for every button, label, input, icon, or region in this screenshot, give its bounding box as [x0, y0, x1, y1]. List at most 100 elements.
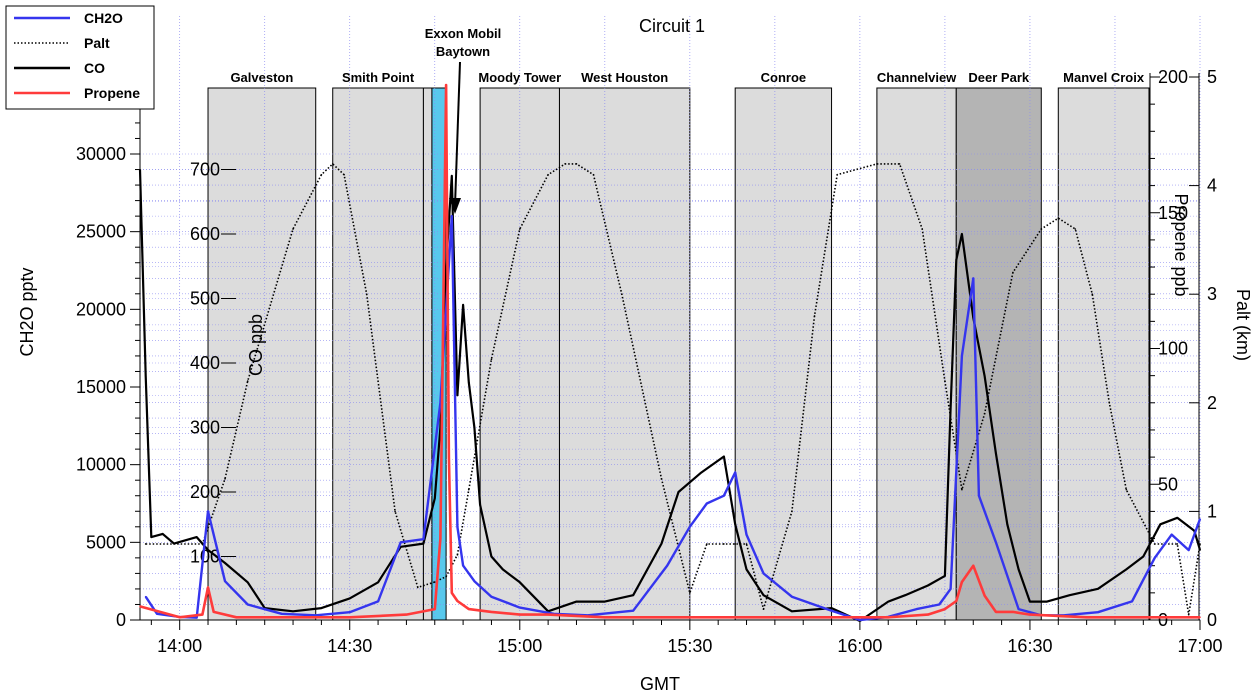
palt-tick-label-3: 3 — [1207, 284, 1217, 304]
palt-tick-label-2: 2 — [1207, 393, 1217, 413]
data-point-co — [762, 594, 765, 596]
data-point-propene — [604, 616, 606, 619]
data-point-palt — [331, 163, 334, 165]
data-point-co — [995, 452, 997, 455]
data-point-co — [377, 581, 379, 584]
data-point-ch2o — [473, 580, 476, 582]
data-point-co — [700, 471, 702, 474]
data-point-palt — [1057, 217, 1060, 219]
annotation-line-2: Baytown — [436, 44, 490, 59]
data-point-palt — [445, 575, 447, 578]
x-tick-label-16-00: 16:00 — [837, 636, 882, 656]
data-point-ch2o — [706, 502, 708, 505]
data-point-propene — [1199, 616, 1201, 619]
data-point-palt — [706, 543, 708, 545]
data-point-ch2o — [462, 564, 464, 567]
data-point-ch2o — [632, 609, 634, 612]
data-point-palt — [224, 478, 226, 480]
data-point-propene — [660, 616, 663, 619]
ch2o-tick-label-25000: 25000 — [76, 222, 126, 242]
data-point-palt — [734, 543, 736, 545]
data-point-co — [422, 542, 425, 545]
data-point-co — [246, 581, 249, 584]
data-point-co — [830, 607, 833, 609]
data-point-palt — [836, 173, 839, 176]
annotation-arrowhead — [449, 198, 461, 214]
data-point-ch2o — [830, 609, 833, 612]
data-point-co — [723, 455, 725, 458]
data-point-ch2o — [762, 572, 765, 575]
legend-label-propene: Propene — [84, 85, 140, 101]
data-point-propene — [433, 608, 436, 610]
data-point-propene — [201, 613, 204, 616]
data-point-propene — [830, 616, 833, 619]
data-point-co — [734, 523, 736, 526]
data-point-ch2o — [791, 595, 793, 598]
co-tick-label-200: 200 — [190, 482, 220, 502]
data-point-co — [490, 555, 493, 558]
data-point-propene — [927, 613, 929, 616]
legend-label-ch2o: CH2O — [84, 10, 123, 26]
data-point-co — [904, 594, 907, 596]
data-point-palt — [813, 315, 816, 317]
data-point-palt — [1125, 488, 1128, 491]
data-point-ch2o — [348, 611, 351, 614]
data-point-propene — [961, 581, 963, 583]
data-point-ch2o — [1153, 557, 1156, 559]
data-point-propene — [450, 592, 453, 594]
data-point-co — [677, 491, 680, 493]
data-point-palt — [745, 543, 748, 545]
data-point-propene — [955, 600, 958, 602]
data-point-co — [139, 168, 141, 171]
data-point-co — [1199, 549, 1201, 551]
data-point-palt — [416, 586, 419, 589]
data-point-palt — [983, 412, 986, 415]
data-point-propene — [1029, 613, 1031, 616]
data-point-propene — [292, 616, 294, 619]
data-point-co — [456, 394, 459, 397]
data-point-palt — [518, 228, 521, 230]
x-axis-title: GMT — [640, 674, 680, 694]
data-point-palt — [660, 478, 663, 480]
axes-layer: 14:00 14:30 15:00 15:30 16:00 16:30 17:0005000… — [76, 16, 1223, 656]
data-point-palt — [762, 608, 765, 610]
data-point-co — [161, 533, 164, 535]
ch2o-tick-label-15000: 15000 — [76, 377, 126, 397]
data-point-propene — [717, 616, 719, 619]
data-point-propene — [467, 608, 470, 610]
data-point-palt — [246, 380, 249, 382]
data-point-ch2o — [1131, 600, 1133, 603]
data-point-ch2o — [972, 277, 975, 280]
data-point-propene — [235, 616, 238, 619]
data-point-ch2o — [399, 541, 402, 544]
data-point-co — [1068, 594, 1071, 596]
region-label-deer-park: Deer Park — [968, 70, 1029, 85]
x-tick-label-14-30: 14:30 — [327, 636, 372, 656]
data-point-ch2o — [207, 510, 209, 513]
region-label-west-houston: West Houston — [581, 70, 668, 85]
data-point-ch2o — [456, 526, 459, 528]
data-point-co — [1029, 600, 1031, 603]
data-point-palt — [1108, 402, 1111, 404]
data-point-ch2o — [859, 619, 861, 621]
data-point-propene — [448, 456, 450, 458]
co-axis-title: CO ppb — [246, 314, 266, 376]
data-point-co — [467, 381, 470, 384]
data-point-palt — [1176, 543, 1179, 545]
data-point-co — [604, 600, 606, 603]
series-layer — [138, 83, 1202, 623]
data-point-propene — [490, 611, 493, 613]
data-point-co — [1159, 523, 1162, 526]
co-tick-label-600: 600 — [190, 224, 220, 244]
data-point-ch2o — [995, 541, 997, 544]
data-point-palt — [1199, 543, 1201, 545]
data-point-propene — [972, 564, 975, 567]
data-point-propene — [139, 605, 141, 608]
data-point-ch2o — [422, 538, 425, 541]
data-point-palt — [467, 488, 470, 491]
palt-tick-label-1: 1 — [1207, 501, 1217, 521]
data-point-co — [927, 584, 929, 587]
data-point-palt — [1091, 293, 1094, 296]
region-label-conroe: Conroe — [761, 70, 807, 85]
